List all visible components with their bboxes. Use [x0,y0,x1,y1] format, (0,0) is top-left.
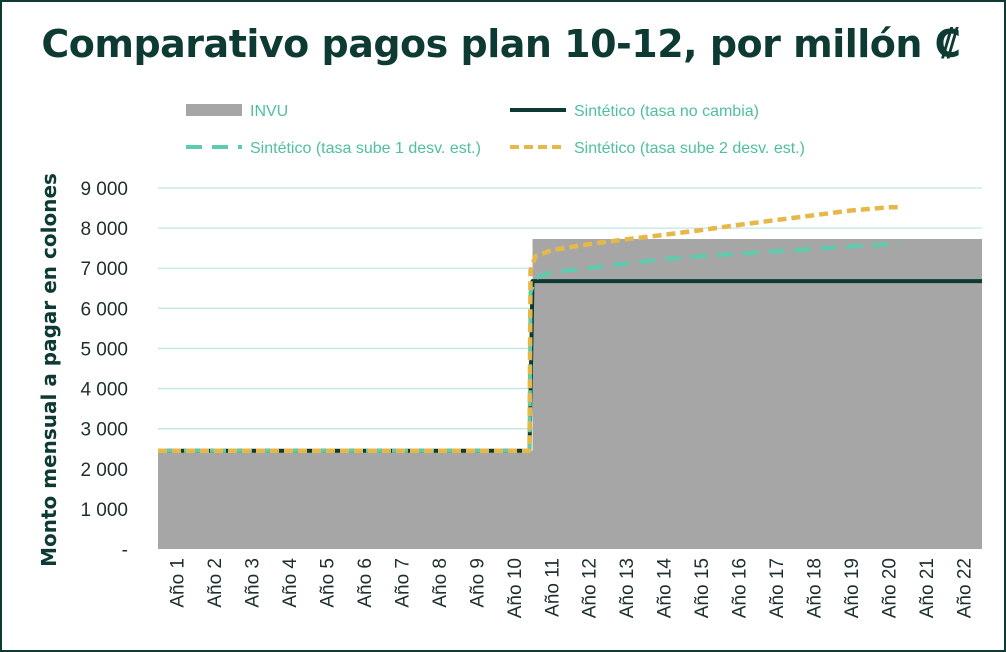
y-tick-label: 6 000 [80,299,128,320]
area-series [158,238,982,550]
legend-label: INVU [250,103,288,120]
x-tick-label: Año 2 [205,558,226,608]
x-tick-label: Año 6 [355,558,376,608]
y-tick-label: - [122,540,128,561]
y-tick-label: 8 000 [80,219,128,240]
y-tick-label: 1 000 [80,500,128,521]
x-tick-label: Año 1 [168,558,189,608]
x-tick-label: Año 11 [542,558,563,617]
y-tick-labels: - 1 000 2 000 3 000 4 000 5 000 6 000 7 000 8 00… [80,179,128,561]
y-tick-label: 2 000 [80,460,128,481]
y-tick-label: 3 000 [80,420,128,441]
y-tick-label: 7 000 [80,259,128,280]
x-tick-label: Año 22 [954,558,975,618]
y-tick-label: 5 000 [80,339,128,360]
series-line-3 [158,205,900,453]
y-tick-label: 4 000 [80,380,128,401]
x-tick-label: Año 13 [617,558,638,618]
x-tick-label: Año 8 [430,558,451,608]
legend-swatch [186,104,242,116]
x-tick-label: Año 18 [804,558,825,618]
x-tick-label: Año 12 [580,558,601,618]
chart-title: Comparativo pagos plan 10-12, por millón… [41,22,961,66]
line-series [158,205,982,453]
x-tick-label: Año 5 [318,558,339,608]
legend-label: Sintético (tasa no cambia) [574,103,759,120]
x-tick-label: Año 9 [467,558,488,608]
x-tick-label: Año 4 [280,558,301,608]
y-axis-label: Monto mensual a pagar en colones [37,173,61,567]
y-tick-label: 9 000 [80,179,128,200]
x-tick-label: Año 15 [692,558,713,618]
x-tick-label: Año 7 [392,558,413,608]
x-tick-label: Año 21 [917,558,938,618]
area-invu [158,238,982,550]
x-tick-labels: Año 1 Año 2 Año 3 Año 4 Año 5 Año 6 Año 7 Año 8… [168,558,976,619]
legend-label: Sintético (tasa sube 1 desv. est.) [250,140,481,157]
legend-label: Sintético (tasa sube 2 desv. est.) [574,140,805,157]
x-tick-label: Año 17 [767,558,788,618]
x-tick-label: Año 20 [879,558,900,618]
x-tick-label: Año 3 [243,558,264,608]
x-tick-label: Año 19 [842,558,863,618]
x-tick-label: Año 10 [505,558,526,618]
x-tick-label: Año 16 [730,558,751,618]
legend: INVU Sintético (tasa no cambia) Sintético … [186,103,805,157]
x-tick-label: Año 14 [655,558,676,619]
